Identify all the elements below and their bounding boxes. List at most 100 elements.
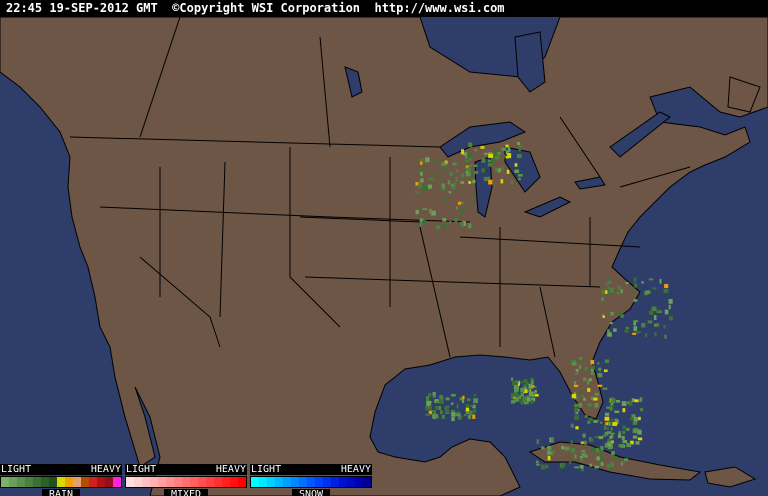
precip-echo (604, 290, 608, 294)
precip-echo (435, 173, 440, 177)
precip-echo (425, 396, 430, 401)
precip-echo (571, 359, 577, 364)
precip-echo (590, 438, 594, 443)
precip-echo (528, 391, 534, 396)
precip-echo (534, 389, 537, 393)
precip-echo (597, 384, 603, 387)
precip-echo (501, 147, 507, 151)
precip-echo (460, 211, 464, 216)
precip-echo (573, 381, 577, 385)
precip-echo (418, 182, 422, 188)
precip-echo (620, 289, 623, 294)
precip-echo (427, 184, 432, 189)
lake-winnipeg (344, 66, 363, 98)
precip-echo (621, 401, 627, 406)
precip-echo (589, 463, 593, 467)
precip-echo (449, 172, 453, 177)
precip-echo (580, 466, 584, 472)
precipitation-echoes (415, 142, 673, 472)
precip-echo (422, 219, 427, 224)
precip-echo (532, 391, 535, 396)
precip-echo (600, 462, 604, 466)
precip-echo (620, 461, 624, 466)
precip-echo (628, 400, 633, 406)
precip-echo (576, 408, 580, 412)
precip-echo (632, 435, 638, 439)
precip-echo (609, 407, 613, 411)
precip-echo (442, 187, 445, 191)
precip-echo (603, 425, 606, 430)
precip-echo (516, 142, 520, 146)
precip-echo (463, 152, 467, 156)
precip-echo (601, 458, 604, 462)
precip-echo (592, 397, 598, 401)
precip-echo (633, 416, 638, 422)
precip-echo (459, 201, 464, 204)
precip-echo (487, 176, 490, 181)
precip-echo (668, 299, 673, 304)
precip-echo (455, 168, 459, 173)
precip-echo (590, 396, 594, 400)
precip-echo (425, 406, 429, 411)
precip-echo (632, 290, 635, 295)
precip-echo (507, 153, 512, 158)
precip-echo (510, 400, 516, 404)
precip-echo (595, 447, 600, 453)
precip-echo (434, 158, 438, 164)
precip-echo (472, 414, 476, 419)
precip-echo (459, 415, 463, 419)
precip-echo (632, 332, 637, 335)
precip-echo (480, 146, 485, 149)
precip-echo (419, 221, 423, 227)
precip-echo (631, 414, 636, 418)
precip-echo (609, 440, 614, 444)
precip-echo (607, 442, 612, 447)
precip-echo (633, 277, 637, 283)
precip-echo (664, 309, 669, 315)
precip-echo (465, 165, 469, 170)
precip-echo (637, 429, 642, 435)
precip-echo (488, 159, 492, 163)
precip-echo (610, 311, 614, 316)
precip-echo (505, 144, 509, 148)
legend-swatch (206, 477, 214, 487)
precip-echo (607, 329, 610, 333)
precip-echo (428, 405, 433, 410)
precip-echo (625, 326, 630, 330)
legend-swatch (198, 477, 206, 487)
precip-echo (465, 404, 470, 408)
precip-echo (605, 426, 610, 430)
legend-swatch (1, 477, 9, 487)
precip-echo (641, 281, 645, 284)
precip-echo (630, 440, 634, 445)
state-borders (69, 17, 691, 358)
precip-echo (439, 399, 444, 404)
precip-echo (663, 325, 666, 329)
timestamp: 22:45 19-SEP-2012 GMT (6, 1, 158, 15)
precip-echo (574, 454, 577, 459)
precip-echo (460, 221, 464, 227)
precip-echo (603, 369, 608, 373)
precip-echo (431, 181, 435, 185)
precip-echo (633, 320, 638, 323)
precip-echo (494, 155, 500, 160)
lake-huron (504, 146, 541, 193)
legend-swatch (25, 477, 33, 487)
precip-echo (514, 169, 519, 173)
precip-echo (571, 362, 577, 366)
precip-echo (584, 366, 588, 371)
precip-echo (455, 413, 461, 417)
precip-echo (609, 322, 613, 325)
precip-echo (614, 418, 617, 422)
precip-echo (610, 427, 613, 431)
precip-echo (454, 162, 458, 166)
legend-type-label: RAIN (42, 489, 80, 496)
precip-echo (465, 407, 470, 413)
precip-echo (505, 156, 509, 159)
legend-swatch (182, 477, 190, 487)
legend-color-ramp (250, 476, 372, 488)
legend-swatch (355, 477, 363, 487)
precip-echo (441, 183, 445, 189)
precip-echo (574, 415, 579, 420)
precip-echo (517, 173, 523, 177)
